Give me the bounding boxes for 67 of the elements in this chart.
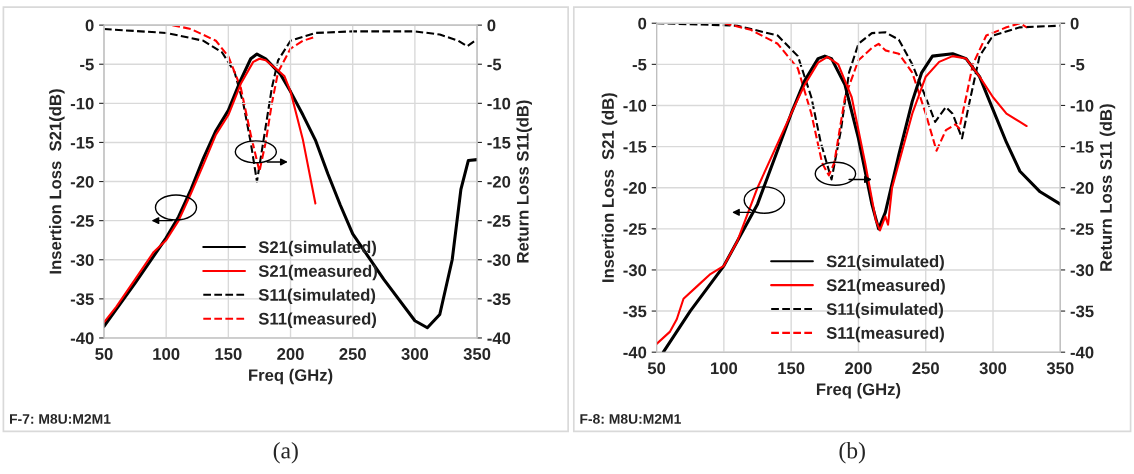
text: F-8: M8U:M2M1 bbox=[580, 414, 681, 424]
y2-tick-label: -5 bbox=[1070, 58, 1085, 71]
y-tick-label: -15 bbox=[623, 141, 647, 153]
x-tick-label: 250 bbox=[339, 348, 366, 360]
legend-label: S21(measured) bbox=[258, 264, 377, 281]
x-tick-label: 150 bbox=[215, 348, 242, 360]
y-axis-title: Insertion Loss S21(dB) bbox=[49, 89, 65, 274]
y2-tick-label: 0 bbox=[1070, 17, 1079, 30]
y-tick-label: -30 bbox=[70, 254, 94, 266]
y-tick-label: -5 bbox=[80, 58, 94, 71]
legend-label: S11(simulated) bbox=[826, 302, 943, 319]
y2-tick-label: -5 bbox=[487, 58, 502, 71]
x-tick-label: 150 bbox=[778, 362, 805, 375]
y-tick-label: -5 bbox=[632, 58, 647, 71]
y-tick-label: -20 bbox=[70, 175, 94, 188]
y-tick-label: -30 bbox=[623, 264, 647, 277]
legend-label: S21(measured) bbox=[826, 278, 945, 295]
y-tick-label: 0 bbox=[85, 19, 94, 32]
y2-tick-label: -25 bbox=[487, 215, 511, 227]
legend-label: S11(measured) bbox=[258, 312, 377, 328]
y-tick-label: -35 bbox=[70, 293, 94, 306]
y2-tick-label: -10 bbox=[1070, 99, 1094, 112]
y-tick-label: -35 bbox=[623, 305, 647, 318]
y-tick-label: -40 bbox=[70, 332, 94, 345]
y-tick-label: -25 bbox=[623, 223, 647, 236]
x-tick-label: 300 bbox=[401, 348, 429, 360]
y2-axis-title: Return Loss S11(dB) bbox=[516, 100, 532, 263]
text: (a) bbox=[273, 441, 298, 464]
x-tick-label: 250 bbox=[912, 362, 939, 375]
x-tick-label: 50 bbox=[647, 362, 666, 375]
x-tick-label: 350 bbox=[1046, 362, 1074, 375]
y2-tick-label: -15 bbox=[487, 137, 511, 149]
y-tick-label: -25 bbox=[70, 215, 94, 227]
text: F-7: M8U:M2M1 bbox=[10, 414, 111, 424]
x-tick-label: 350 bbox=[463, 348, 491, 360]
y2-tick-label: -40 bbox=[487, 332, 511, 345]
text: (b) bbox=[839, 441, 865, 464]
x-axis-title: Freq (GHz) bbox=[816, 383, 901, 399]
y2-tick-label: -30 bbox=[487, 254, 511, 266]
legend-label: S11(measured) bbox=[826, 326, 944, 343]
y-tick-label: -10 bbox=[70, 97, 94, 110]
legend-label: S11(simulated) bbox=[258, 288, 376, 305]
x-tick-label: 300 bbox=[979, 362, 1007, 375]
y2-tick-label: -35 bbox=[487, 293, 511, 306]
y-axis-title: Insertion Loss S21 (dB) bbox=[601, 93, 618, 282]
y-tick-label: -40 bbox=[623, 346, 647, 359]
y2-tick-label: -15 bbox=[1070, 141, 1094, 153]
y-tick-label: -15 bbox=[70, 137, 94, 149]
y2-tick-label: -40 bbox=[1070, 346, 1094, 359]
y2-tick-label: 0 bbox=[487, 19, 496, 32]
x-tick-label: 50 bbox=[95, 348, 113, 360]
y2-tick-label: -30 bbox=[1070, 264, 1094, 277]
x-tick-label: 200 bbox=[277, 348, 304, 360]
x-axis-title: Freq (GHz) bbox=[249, 368, 333, 385]
y2-tick-label: -20 bbox=[1070, 182, 1094, 194]
x-tick-label: 100 bbox=[711, 362, 738, 375]
x-tick-label: 200 bbox=[845, 362, 872, 375]
y2-tick-label: -25 bbox=[1070, 223, 1094, 236]
legend-label: S21(simulated) bbox=[826, 255, 944, 271]
x-tick-label: 100 bbox=[153, 348, 180, 360]
y-tick-label: -20 bbox=[623, 182, 647, 194]
y2-tick-label: -35 bbox=[1070, 305, 1094, 318]
y-tick-label: 0 bbox=[638, 17, 647, 30]
y2-axis-title: Return Loss S11 (dB) bbox=[1099, 104, 1116, 271]
y2-tick-label: -20 bbox=[487, 175, 511, 188]
y2-tick-label: -10 bbox=[487, 97, 511, 110]
y-tick-label: -10 bbox=[623, 99, 647, 112]
